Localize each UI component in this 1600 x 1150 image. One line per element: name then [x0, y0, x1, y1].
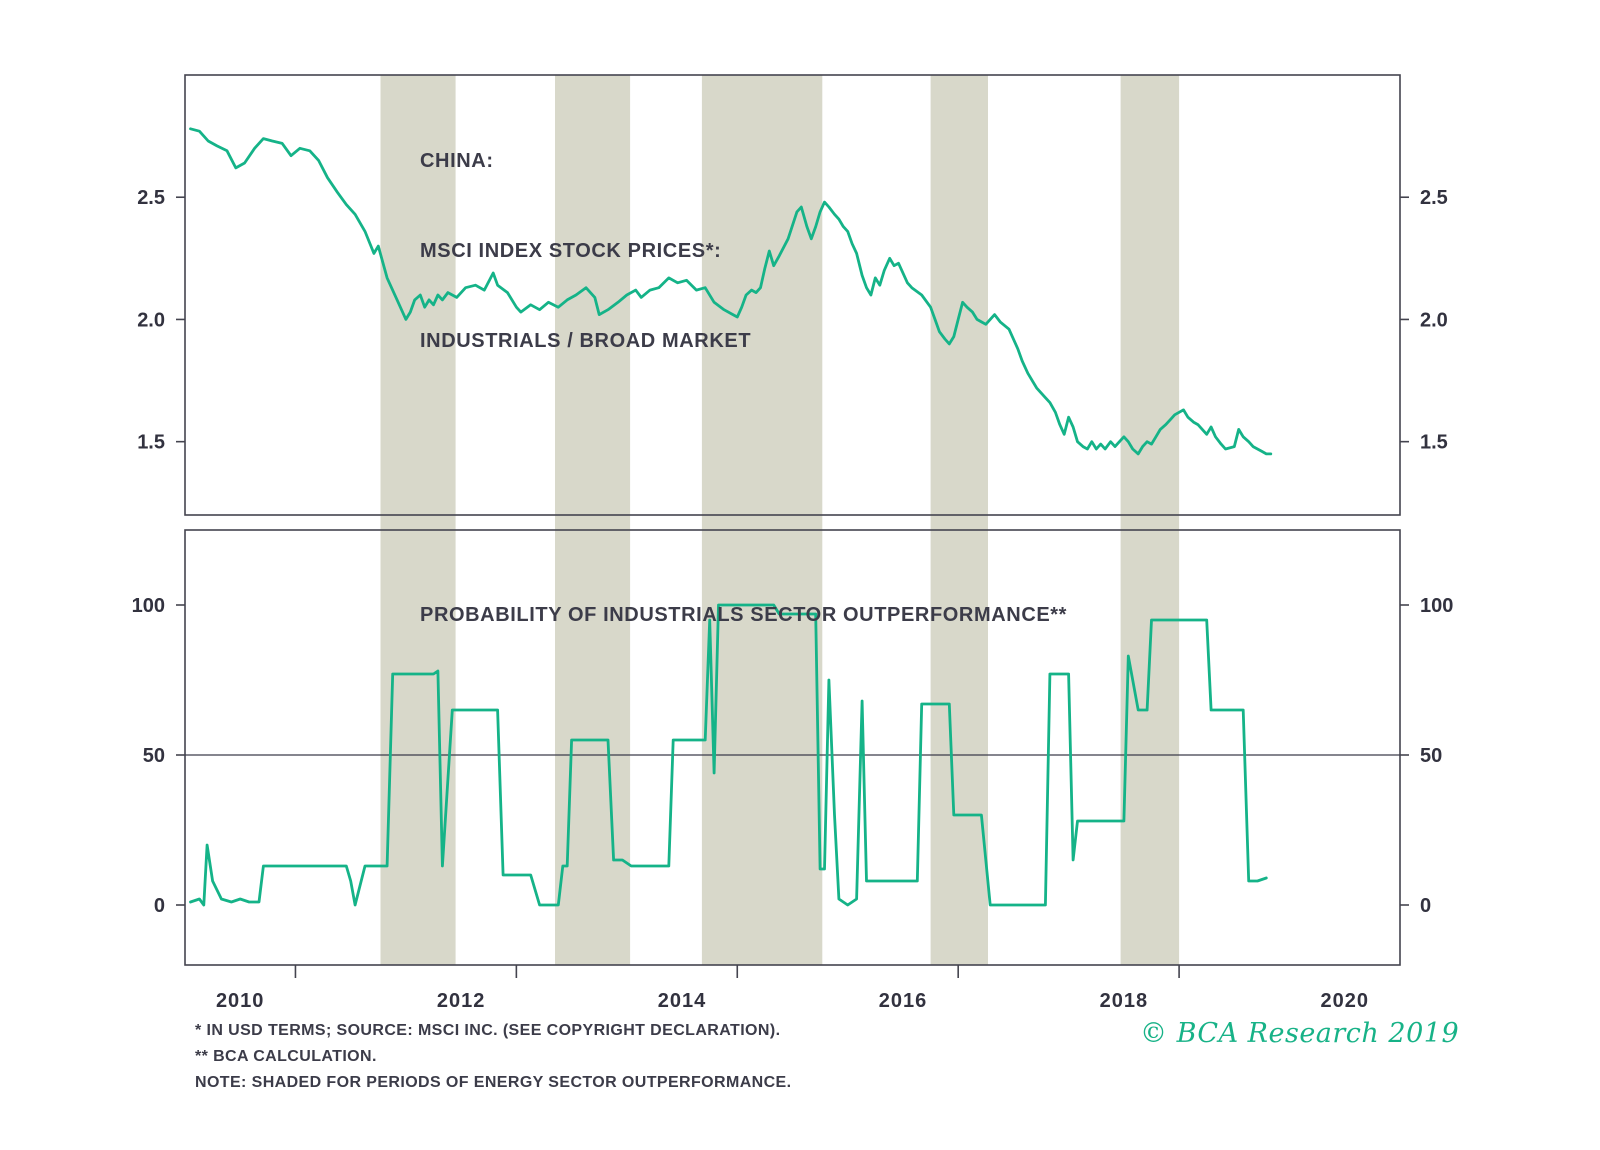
top-panel-title-line-1: CHINA:: [420, 150, 494, 172]
top-panel-title-line-2: MSCI INDEX STOCK PRICES*:: [420, 240, 722, 262]
svg-text:2012: 2012: [437, 990, 486, 1012]
svg-text:2018: 2018: [1100, 990, 1149, 1012]
bottom-panel-title: PROBABILITY OF INDUSTRIALS SECTOR OUTPER…: [420, 540, 1067, 690]
bottom-panel-title-line-1: PROBABILITY OF INDUSTRIALS SECTOR OUTPER…: [420, 604, 1068, 626]
svg-text:100: 100: [1420, 595, 1453, 617]
svg-text:1.5: 1.5: [137, 432, 165, 454]
svg-text:50: 50: [1420, 745, 1442, 767]
svg-text:2.0: 2.0: [137, 309, 165, 331]
svg-text:2016: 2016: [879, 990, 928, 1012]
top-panel-title: CHINA: MSCI INDEX STOCK PRICES*: INDUSTR…: [420, 86, 751, 416]
svg-text:1.5: 1.5: [1420, 432, 1448, 454]
svg-text:2020: 2020: [1321, 990, 1370, 1012]
top-panel-title-line-3: INDUSTRIALS / BROAD MARKET: [420, 330, 752, 352]
footnote-calculation: ** BCA CALCULATION.: [195, 1048, 377, 1065]
svg-text:0: 0: [1420, 895, 1431, 917]
svg-text:100: 100: [132, 595, 165, 617]
svg-text:2.5: 2.5: [137, 187, 165, 209]
svg-text:50: 50: [143, 745, 165, 767]
footnote-note: NOTE: SHADED FOR PERIODS OF ENERGY SECTO…: [195, 1074, 792, 1091]
svg-text:2014: 2014: [658, 990, 707, 1012]
svg-text:2.5: 2.5: [1420, 187, 1448, 209]
svg-text:2.0: 2.0: [1420, 309, 1448, 331]
svg-text:0: 0: [154, 895, 165, 917]
footnote-source: * IN USD TERMS; SOURCE: MSCI INC. (SEE C…: [195, 1022, 781, 1039]
bca-research-logo: © BCA Research 2019: [1140, 1018, 1460, 1049]
svg-text:2010: 2010: [216, 990, 265, 1012]
